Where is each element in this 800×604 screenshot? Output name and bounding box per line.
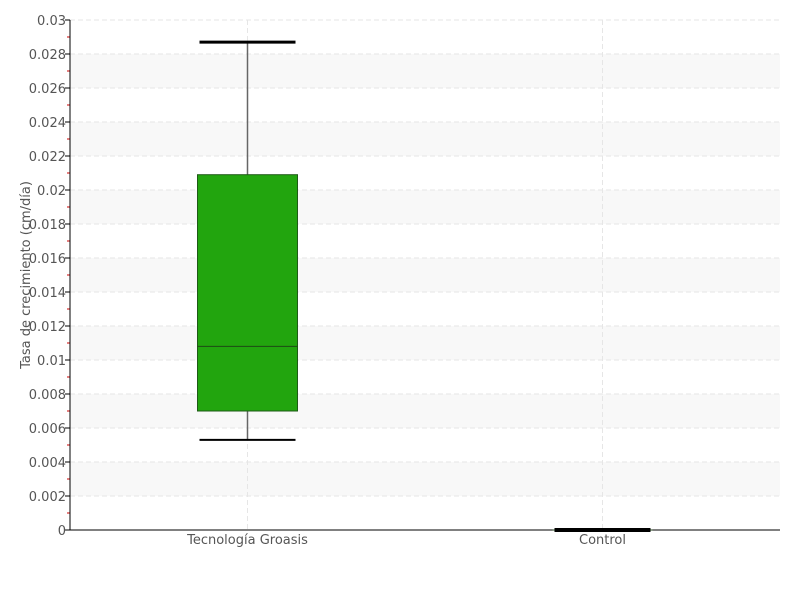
y-tick-label: 0.028 xyxy=(29,48,66,63)
y-tick-label: 0.006 xyxy=(29,422,66,437)
y-tick-label: 0.03 xyxy=(37,14,66,29)
y-tick-label: 0.016 xyxy=(29,252,66,267)
y-tick-label: 0 xyxy=(58,524,66,539)
grid-band xyxy=(70,394,780,428)
y-tick-label: 0.002 xyxy=(29,490,66,505)
y-tick-label: 0.004 xyxy=(29,456,66,471)
y-tick-label: 0.012 xyxy=(29,320,66,335)
y-tick-label: 0.026 xyxy=(29,82,66,97)
grid-band xyxy=(70,462,780,496)
x-tick-label: Control xyxy=(579,533,626,548)
grid-band xyxy=(70,326,780,360)
y-tick-label: 0.022 xyxy=(29,150,66,165)
y-tick-label: 0.008 xyxy=(29,388,66,403)
y-tick-label: 0.02 xyxy=(37,184,66,199)
box xyxy=(197,174,298,412)
x-tick-label: Tecnología Groasis xyxy=(186,533,308,548)
grid-band xyxy=(70,258,780,292)
y-tick-label: 0.014 xyxy=(29,286,66,301)
y-axis-label: Tasa de crecimiento (cm/día) xyxy=(19,181,34,370)
y-tick-label: 0.024 xyxy=(29,116,66,131)
grid-band xyxy=(70,54,780,88)
grid-band xyxy=(70,190,780,224)
grid-band xyxy=(70,122,780,156)
y-tick-label: 0.018 xyxy=(29,218,66,233)
y-tick-label: 0.01 xyxy=(37,354,66,369)
